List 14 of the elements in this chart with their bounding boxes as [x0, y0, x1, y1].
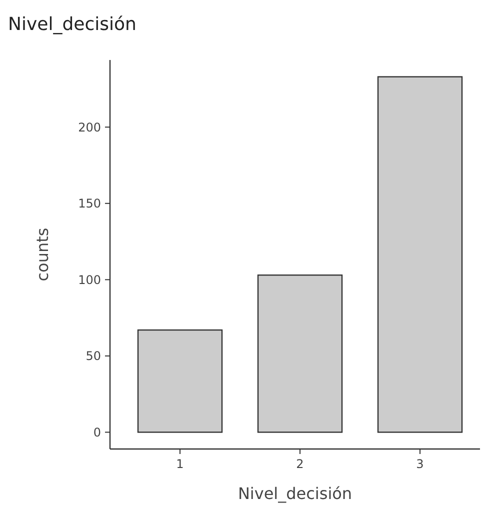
x-tick-label: 2	[296, 457, 304, 471]
y-tick-label: 50	[86, 349, 101, 364]
x-tick-label: 3	[416, 457, 424, 471]
bar	[377, 76, 463, 433]
x-axis-title: Nivel_decisión	[238, 484, 352, 503]
y-axis-title: counts	[33, 228, 52, 282]
y-tick-label: 200	[78, 120, 101, 134]
bar	[257, 274, 343, 433]
y-tick-label: 100	[78, 272, 101, 287]
y-tick-label: 0	[93, 425, 101, 440]
bar	[137, 329, 223, 433]
y-tick-label: 150	[78, 196, 101, 211]
chart-title: Nivel_decisión	[8, 14, 136, 35]
x-tick-label: 1	[176, 457, 184, 471]
